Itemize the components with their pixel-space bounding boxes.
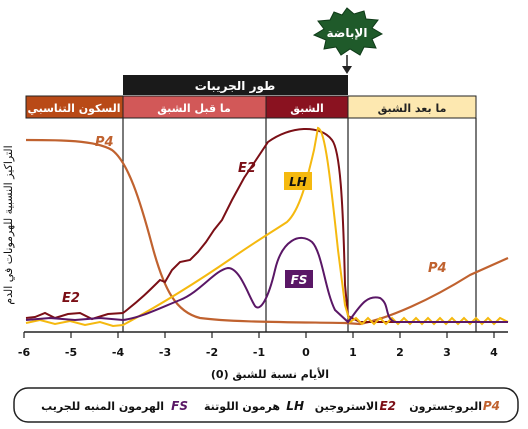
lh-label-box	[284, 172, 312, 190]
x-tick-label: -2	[206, 346, 218, 359]
fs-label: FS	[291, 273, 308, 287]
legend-p4-code: P4	[483, 399, 500, 413]
follicular-header-label: طور الجريبات	[195, 79, 276, 94]
legend-e2-code: E2	[379, 399, 396, 413]
lh-label: LH	[289, 175, 307, 189]
legend-box	[13, 387, 519, 423]
x-tick-label: 2	[396, 346, 404, 359]
legend-lh-name: هرمون اللوتنة	[204, 400, 280, 413]
x-tick-label: 4	[490, 346, 498, 359]
legend-fs-name: الهرمون المنبه للجريب	[41, 400, 164, 413]
x-axis-ticks: -6 -5 -4 -3 -2 -1 0 1 2 3 4	[18, 332, 498, 359]
x-tick-label: -5	[65, 346, 77, 359]
phase-anestrus-label: السكون التناسبي	[27, 102, 120, 115]
phase-post-estrus-label: ما بعد الشبق	[378, 102, 447, 115]
legend-p4-name: البروجسترون	[409, 400, 482, 413]
fs-curve	[25, 237, 508, 324]
x-tick-label: 1	[349, 346, 357, 359]
x-tick-label: -3	[159, 346, 171, 359]
x-tick-label: -4	[112, 346, 125, 359]
legend-e2-name: الاستروجين	[315, 400, 378, 413]
fs-label-box	[285, 270, 313, 288]
x-tick-label: -1	[253, 346, 265, 359]
y-axis-label: التراكيز النسبية للهرمونات في الدم	[2, 145, 15, 304]
x-tick-label: 0	[302, 346, 310, 359]
follicular-header-bar	[123, 75, 348, 95]
legend: P4 البروجسترون E2 الاستروجين LH هرمون ال…	[41, 399, 500, 413]
ovulation-arrow-head	[342, 66, 352, 74]
p4-label-left: P4	[95, 135, 114, 150]
x-tick-label: 3	[443, 346, 451, 359]
x-axis-label: الأيام نسبة للشبق (0)	[211, 367, 329, 381]
x-tick-label: -6	[18, 346, 31, 359]
ovulation-burst	[312, 7, 384, 56]
legend-lh-code: LH	[286, 399, 304, 413]
phase-estrus-label: الشبق	[290, 102, 324, 115]
e2-label-low: E2	[62, 291, 80, 306]
e2-curve	[25, 127, 508, 323]
phase-pre-estrus-label: ما قبل الشبق	[157, 102, 231, 115]
phase-post-estrus	[347, 95, 477, 119]
e2-label-top: E2	[238, 161, 256, 176]
legend-fs-code: FS	[171, 399, 188, 413]
p4-label-right: P4	[428, 261, 447, 276]
ovulation-label: الإباضة	[327, 26, 368, 40]
